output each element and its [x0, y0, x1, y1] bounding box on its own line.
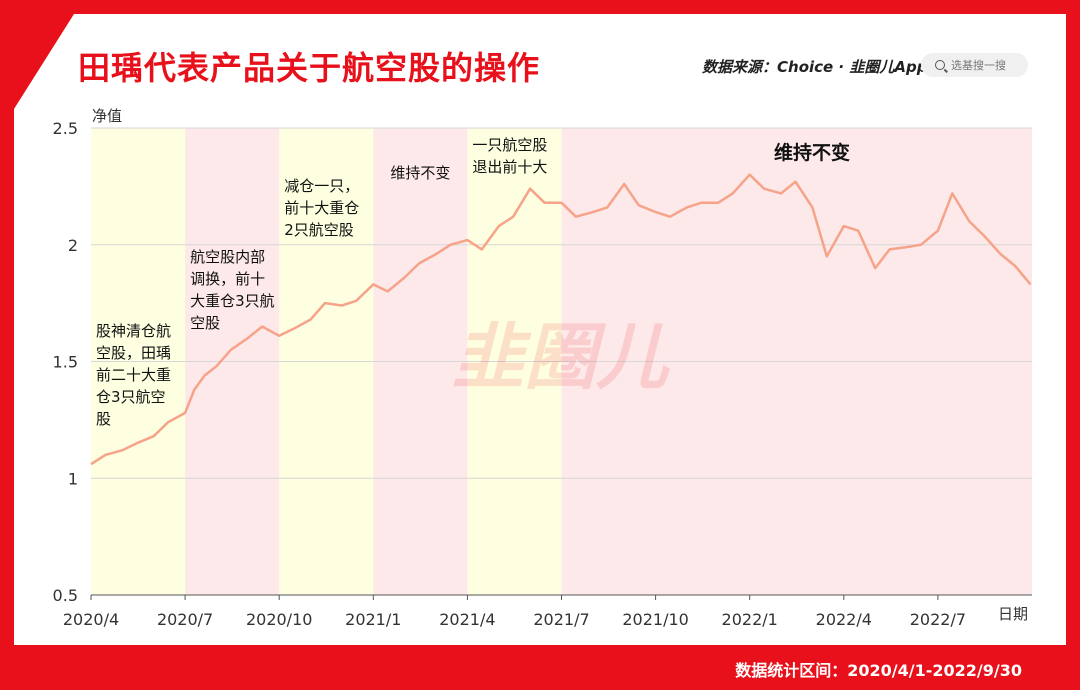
band-note-3: 减仓一只， 前十大重仓 2只航空股 — [284, 177, 359, 239]
period-footer: 数据统计区间：2020/4/1-2022/9/30 — [735, 661, 1022, 680]
band-note-line: 空股，田瑀 — [96, 344, 171, 362]
x-tick-label: 2020/4 — [63, 610, 119, 629]
y-tick-label: 1.5 — [53, 353, 78, 372]
band-note-1: 股神清仓航空股，田瑀前二十大重仓3只航空股 — [96, 322, 171, 428]
page-title: 田瑀代表产品关于航空股的操作 — [78, 49, 541, 87]
y-tick-label: 0.5 — [53, 586, 78, 605]
corner-accent — [14, 14, 74, 109]
band-note-line: 大重仓3只航 — [190, 292, 275, 310]
x-tick-label: 2021/7 — [533, 610, 589, 629]
band-annotations: 股神清仓航空股，田瑀前二十大重仓3只航空股航空股内部调换，前十大重仓3只航空股减… — [96, 136, 850, 428]
search-placeholder: 选基搜一搜 — [951, 59, 1006, 72]
x-tick-label: 2022/4 — [816, 610, 872, 629]
band-note-line: 仓3只航空 — [96, 388, 166, 406]
band-note-line: 调换，前十 — [190, 270, 265, 288]
band-note-4: 维持不变 — [390, 164, 450, 182]
x-tick-label: 2020/10 — [246, 610, 312, 629]
band-note-line: 维持不变 — [774, 141, 850, 164]
band-note-line: 一只航空股 — [472, 136, 547, 154]
band-note-line: 前十大重仓 — [284, 199, 359, 217]
x-tick-label: 2021/10 — [622, 610, 688, 629]
x-tick-label: 2021/1 — [345, 610, 401, 629]
search-icon — [935, 60, 945, 70]
grid-lines — [91, 127, 1032, 479]
band-note-line: 航空股内部 — [190, 248, 265, 266]
band-note-6: 维持不变 — [774, 141, 850, 164]
y-axis-title: 净值 — [92, 107, 122, 125]
band-note-line: 减仓一只， — [284, 177, 359, 195]
nav-line — [90, 173, 1032, 466]
band-note-line: 股神清仓航 — [96, 322, 171, 340]
y-tick-label: 2 — [68, 236, 78, 255]
band-note-line: 前二十大重 — [96, 366, 171, 384]
nav-series — [90, 173, 1032, 466]
axes: 0.5 1 1.5 2 2.5 2020/4 2020/7 2020/10 2021/1 2021… — [53, 119, 1032, 629]
watermark-logo: 韭圈儿 — [452, 315, 671, 399]
band-note-5: 一只航空股退出前十大 — [472, 136, 547, 176]
x-tick-label: 2022/1 — [722, 610, 778, 629]
y-tick-label: 2.5 — [53, 119, 78, 138]
y-tick-label: 1 — [68, 469, 78, 488]
search-box[interactable]: 选基搜一搜 — [921, 53, 1028, 77]
band-note-line: 2只航空股 — [284, 221, 354, 239]
band-note-2: 航空股内部调换，前十大重仓3只航空股 — [190, 248, 275, 332]
x-tick-label: 2021/4 — [439, 610, 495, 629]
band-note-line: 股 — [96, 410, 111, 428]
x-tick-label: 2020/7 — [157, 610, 213, 629]
x-axis-title: 日期 — [998, 605, 1028, 623]
band-note-line: 空股 — [190, 314, 220, 332]
data-source-label: 数据来源：Choice · 韭圈儿App — [702, 58, 928, 76]
x-tick-label: 2022/7 — [910, 610, 966, 629]
band-note-line: 维持不变 — [390, 164, 450, 182]
band-note-line: 退出前十大 — [472, 158, 547, 176]
